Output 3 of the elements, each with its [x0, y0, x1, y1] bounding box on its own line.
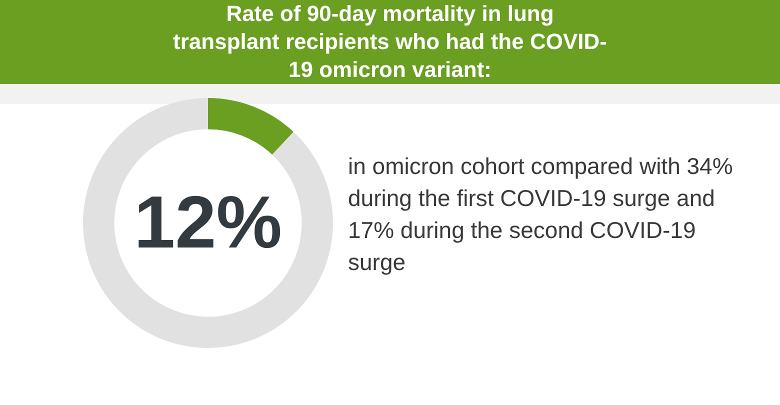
text: in omicron cohort compared with 34% during the first COVID-19 surge and 17% during the second COVID-19 surge: [348, 152, 734, 277]
text: Rate of 90-day mortality in lung transplant recipients who had the COVID-19 omicron variant:: [0, 0, 780, 84]
data-label: 12%: [134, 180, 282, 264]
